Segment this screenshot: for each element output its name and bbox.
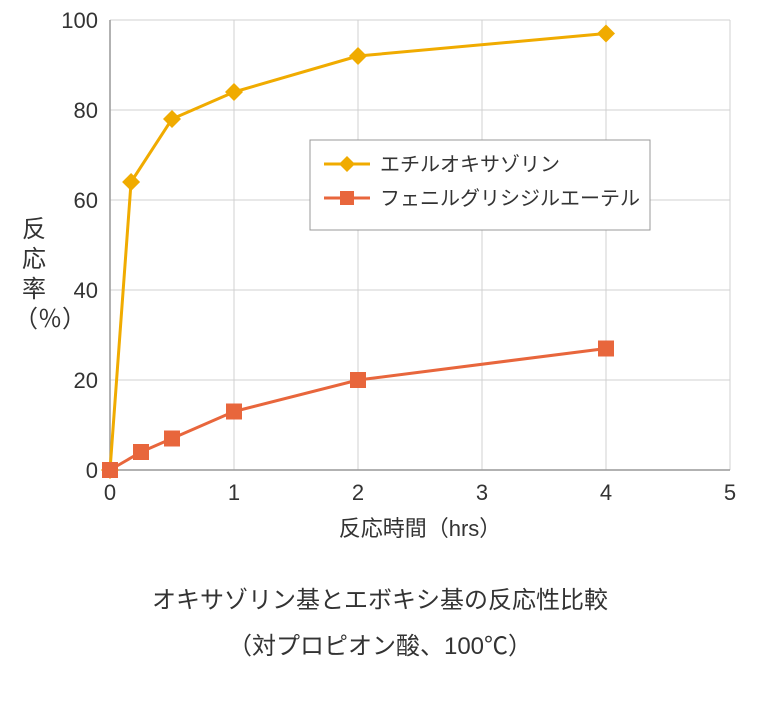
svg-text:5: 5 (724, 480, 736, 505)
ylabel-char: 反 (14, 215, 54, 245)
svg-text:60: 60 (74, 188, 98, 213)
ylabel-char: （％） (14, 305, 54, 335)
svg-text:20: 20 (74, 368, 98, 393)
svg-text:3: 3 (476, 480, 488, 505)
svg-text:反応時間（hrs）: 反応時間（hrs） (339, 516, 502, 541)
svg-text:フェニルグリシジルエーテル: フェニルグリシジルエーテル (380, 187, 640, 210)
svg-text:1: 1 (228, 480, 240, 505)
svg-text:40: 40 (74, 278, 98, 303)
ylabel-char: 応 (14, 245, 54, 275)
svg-text:エチルオキサゾリン: エチルオキサゾリン (380, 153, 560, 176)
chart-container: 反 応 率 （％） 0 20 40 60 80 100 0 1 2 3 4 5 反応時間（hrs） エチル… (0, 0, 760, 560)
svg-text:4: 4 (600, 480, 612, 505)
chart-svg: 0 20 40 60 80 100 0 1 2 3 4 5 反応時間（hrs） エチルオキサゾリンフェニル… (0, 0, 760, 560)
svg-text:0: 0 (104, 480, 116, 505)
ylabel-char: 率 (14, 275, 54, 305)
svg-text:0: 0 (86, 458, 98, 483)
svg-text:2: 2 (352, 480, 364, 505)
chart-caption: オキサゾリン基とエボキシ基の反応性比較 （対プロピオン酸、100℃） (0, 578, 760, 669)
y-axis-label: 反 応 率 （％） (14, 215, 54, 335)
caption-line2: （対プロピオン酸、100℃） (0, 624, 760, 670)
svg-text:80: 80 (74, 98, 98, 123)
svg-text:100: 100 (61, 8, 98, 33)
caption-line1: オキサゾリン基とエボキシ基の反応性比較 (0, 578, 760, 624)
